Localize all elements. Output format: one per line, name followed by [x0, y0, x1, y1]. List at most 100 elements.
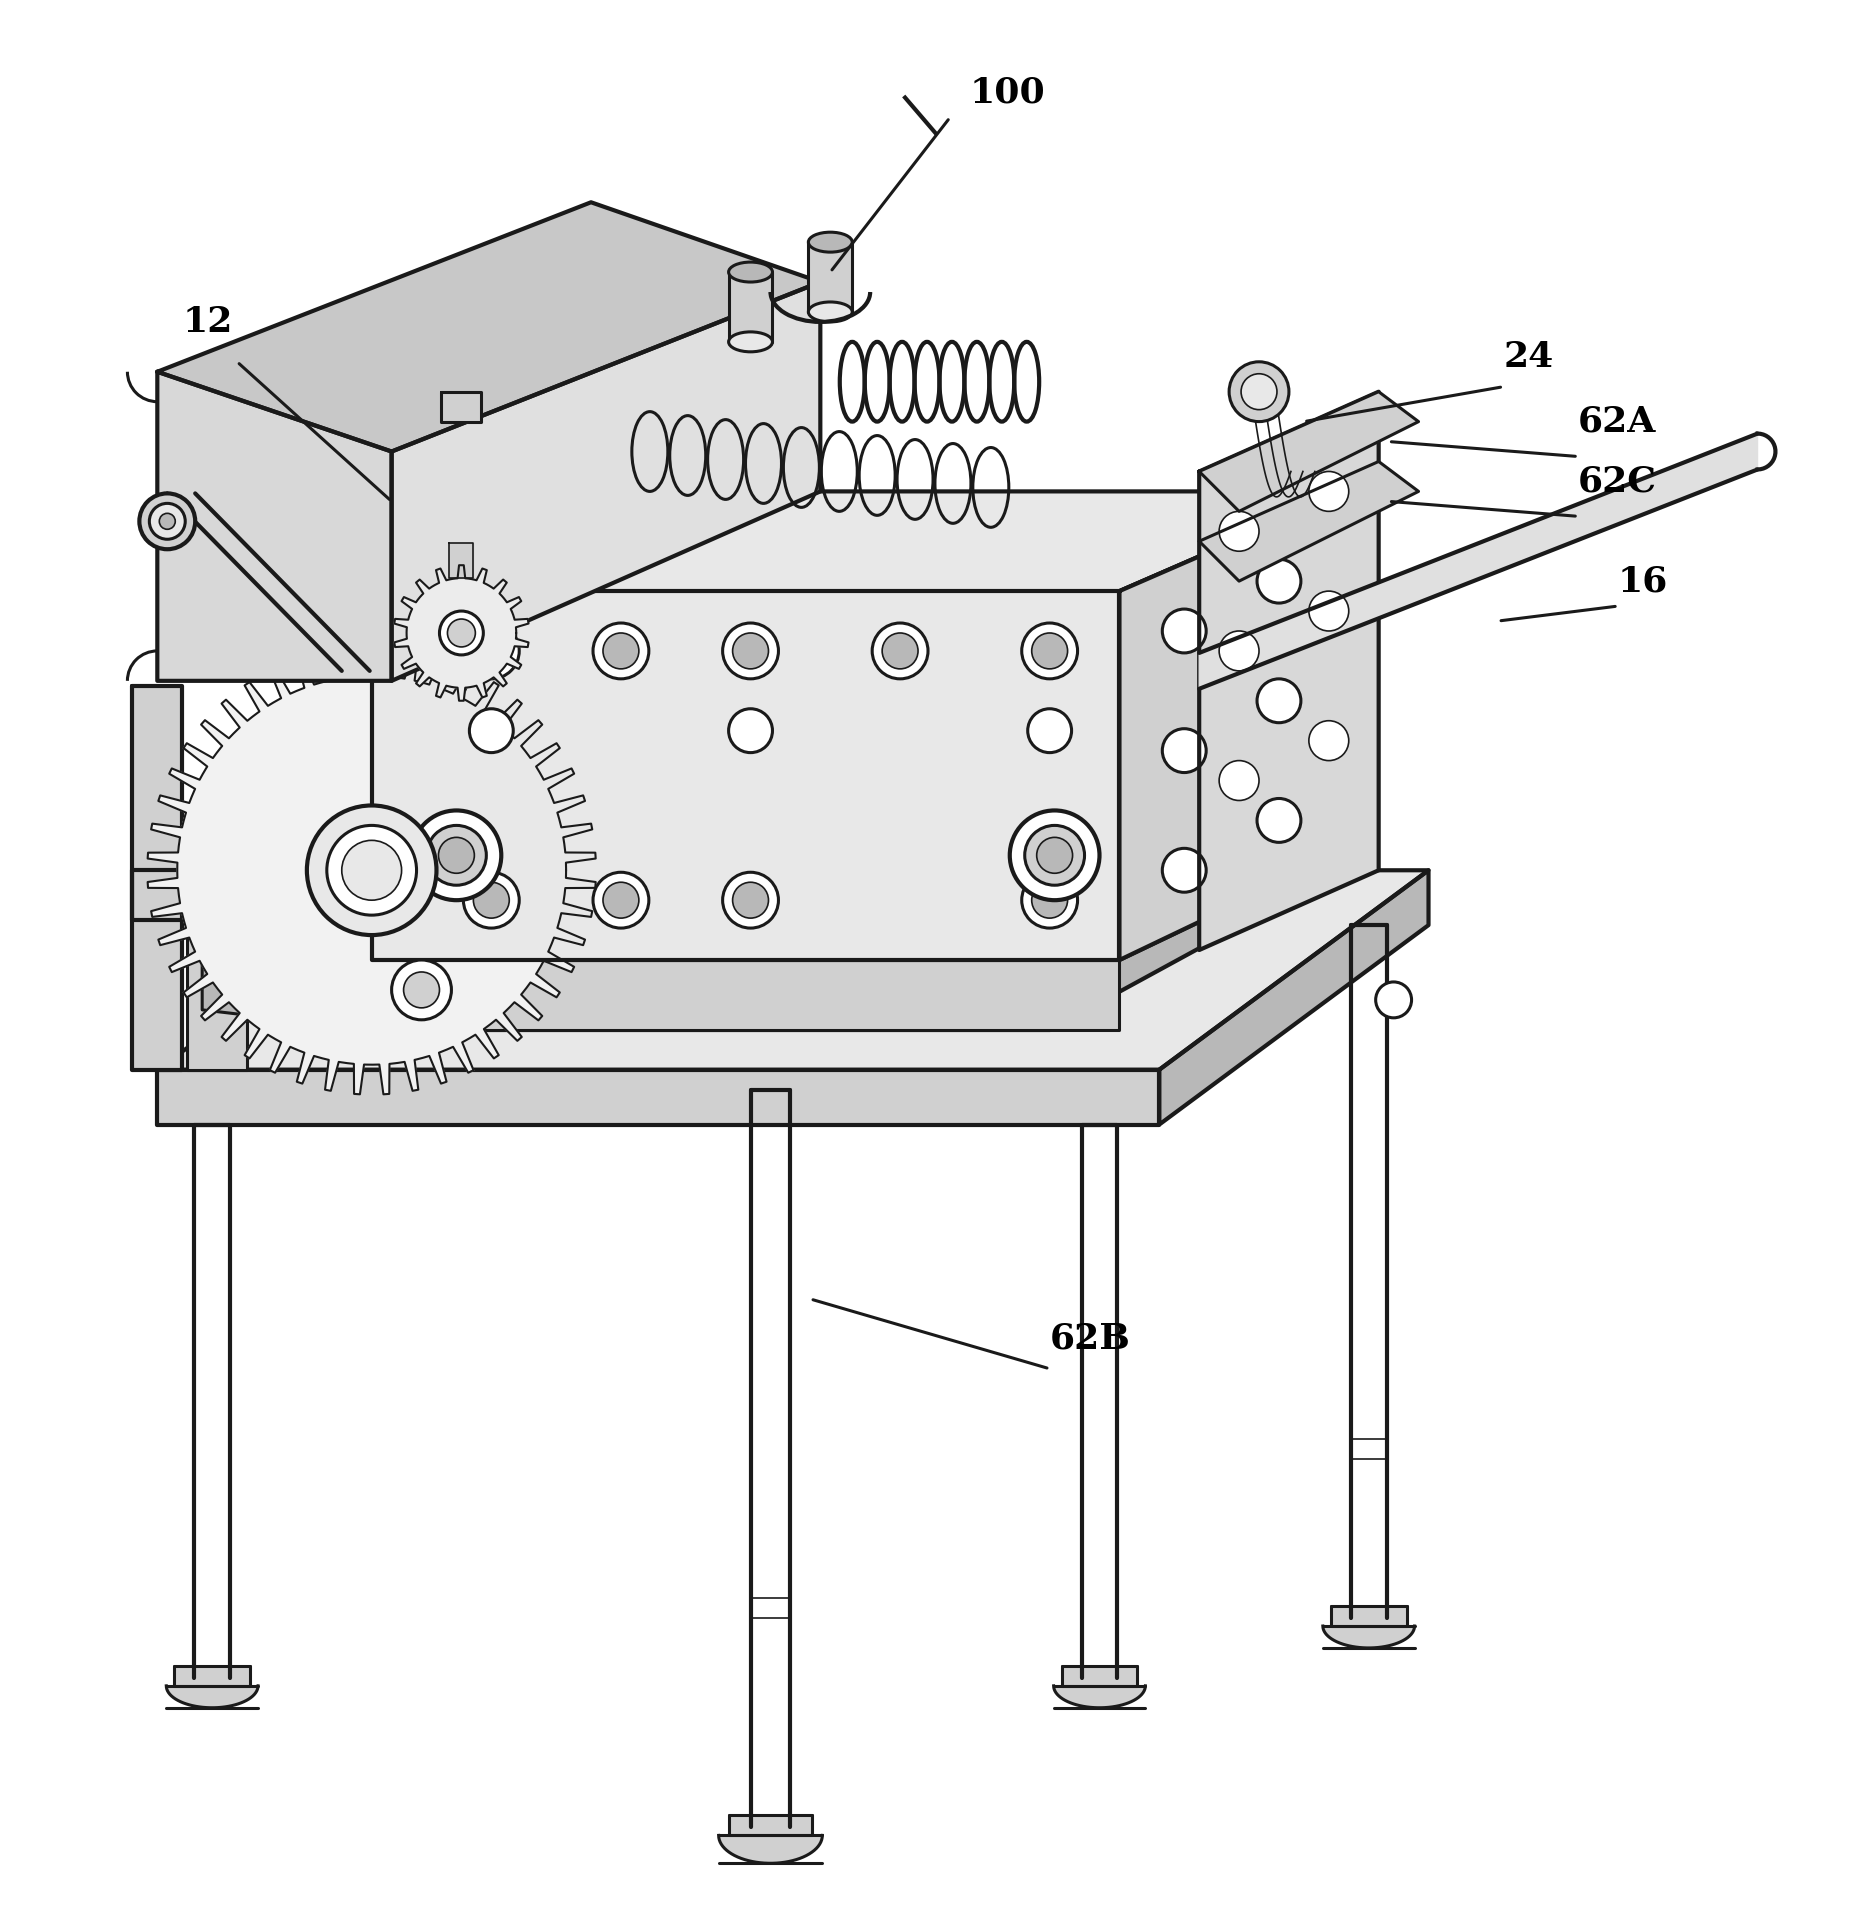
Polygon shape	[391, 282, 820, 680]
Circle shape	[1375, 982, 1412, 1018]
Circle shape	[149, 503, 184, 540]
Circle shape	[326, 826, 417, 914]
Circle shape	[1258, 799, 1300, 841]
Circle shape	[1310, 720, 1349, 761]
Polygon shape	[1200, 392, 1379, 951]
Text: 62C: 62C	[1578, 465, 1656, 498]
Circle shape	[1163, 849, 1205, 891]
Circle shape	[592, 872, 648, 928]
Polygon shape	[1200, 392, 1418, 511]
Circle shape	[438, 838, 475, 874]
Circle shape	[1032, 634, 1067, 669]
Polygon shape	[156, 373, 391, 680]
Polygon shape	[147, 645, 596, 1095]
Polygon shape	[728, 1815, 812, 1835]
Polygon shape	[395, 565, 529, 701]
Polygon shape	[809, 242, 851, 311]
Circle shape	[732, 882, 769, 918]
Ellipse shape	[809, 232, 851, 252]
Circle shape	[1021, 622, 1077, 678]
Text: 24: 24	[1503, 340, 1554, 375]
Polygon shape	[1120, 492, 1349, 960]
Text: 62A: 62A	[1578, 405, 1656, 438]
Polygon shape	[373, 492, 1349, 592]
Circle shape	[1025, 826, 1084, 886]
Polygon shape	[449, 544, 473, 578]
Circle shape	[1028, 709, 1071, 753]
Circle shape	[140, 494, 196, 549]
Circle shape	[872, 622, 928, 678]
Circle shape	[1163, 609, 1205, 653]
Polygon shape	[1200, 461, 1418, 582]
Polygon shape	[1120, 492, 1349, 960]
Polygon shape	[203, 939, 373, 1030]
Polygon shape	[442, 392, 481, 421]
Polygon shape	[373, 592, 1120, 960]
Circle shape	[1258, 678, 1300, 722]
Polygon shape	[186, 920, 248, 1070]
Circle shape	[473, 882, 509, 918]
Circle shape	[1310, 471, 1349, 511]
Polygon shape	[1049, 839, 1269, 1030]
Text: 16: 16	[1617, 565, 1669, 597]
Polygon shape	[373, 960, 1120, 1030]
Polygon shape	[1062, 1666, 1138, 1687]
Circle shape	[404, 972, 440, 1009]
Circle shape	[592, 622, 648, 678]
Circle shape	[1036, 838, 1073, 874]
Text: 100: 100	[971, 75, 1045, 109]
Circle shape	[473, 634, 509, 669]
Ellipse shape	[809, 302, 851, 323]
Ellipse shape	[728, 261, 773, 282]
Polygon shape	[311, 839, 1269, 960]
Circle shape	[307, 805, 436, 936]
Circle shape	[469, 709, 512, 753]
Circle shape	[1218, 761, 1259, 801]
Polygon shape	[156, 1070, 1159, 1124]
Polygon shape	[166, 1687, 257, 1708]
Polygon shape	[388, 839, 436, 920]
Circle shape	[728, 709, 773, 753]
Polygon shape	[406, 578, 516, 688]
Text: 62B: 62B	[1049, 1322, 1131, 1356]
Circle shape	[1230, 361, 1289, 421]
Circle shape	[464, 872, 520, 928]
Circle shape	[1241, 375, 1276, 409]
Ellipse shape	[728, 332, 773, 352]
Circle shape	[1218, 630, 1259, 670]
Circle shape	[723, 622, 779, 678]
Circle shape	[1010, 811, 1099, 901]
Circle shape	[1032, 882, 1067, 918]
Polygon shape	[132, 870, 388, 920]
Polygon shape	[132, 686, 183, 1070]
Circle shape	[447, 619, 475, 647]
Circle shape	[391, 960, 451, 1020]
Circle shape	[604, 882, 639, 918]
Circle shape	[883, 634, 918, 669]
Circle shape	[412, 811, 501, 901]
Circle shape	[440, 611, 483, 655]
Polygon shape	[1323, 1625, 1414, 1648]
Circle shape	[732, 634, 769, 669]
Polygon shape	[719, 1835, 822, 1863]
Circle shape	[1218, 511, 1259, 551]
Polygon shape	[1054, 1687, 1146, 1708]
Polygon shape	[1159, 870, 1429, 1124]
Circle shape	[723, 872, 779, 928]
Polygon shape	[156, 202, 820, 451]
Polygon shape	[186, 820, 546, 920]
Circle shape	[341, 839, 402, 901]
Circle shape	[604, 634, 639, 669]
Circle shape	[427, 826, 486, 886]
Polygon shape	[1330, 1606, 1407, 1625]
Circle shape	[1163, 728, 1205, 772]
Circle shape	[160, 513, 175, 530]
Polygon shape	[175, 1666, 250, 1687]
Polygon shape	[728, 273, 773, 342]
Polygon shape	[1200, 434, 1757, 690]
Circle shape	[1258, 559, 1300, 603]
Circle shape	[1021, 872, 1077, 928]
Circle shape	[464, 622, 520, 678]
Polygon shape	[177, 676, 566, 1064]
Polygon shape	[311, 960, 1049, 1030]
